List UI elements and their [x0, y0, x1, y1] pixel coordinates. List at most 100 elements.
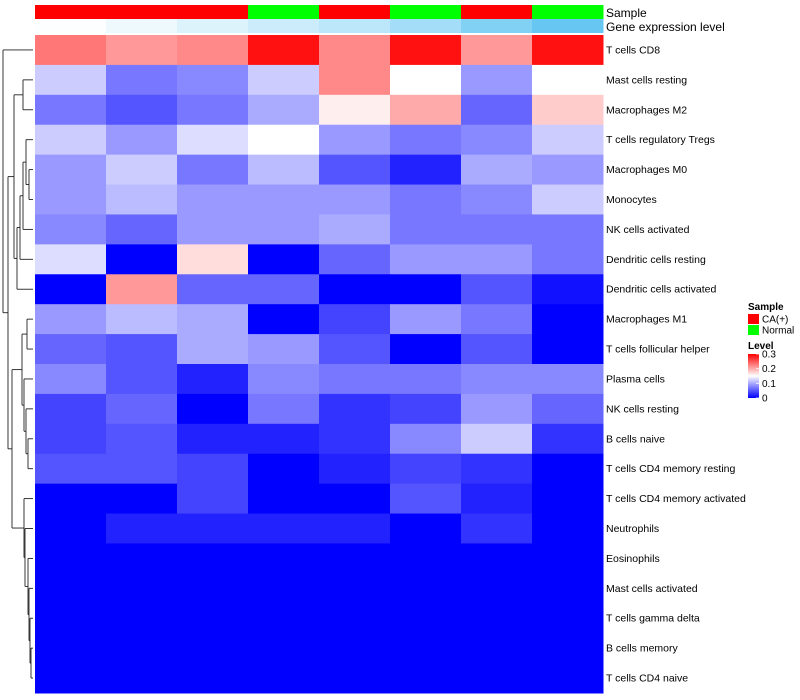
legend-level-label: 0 — [762, 394, 768, 405]
row-label: T cells CD4 memory activated — [606, 493, 746, 505]
row-labels: T cells CD8 Mast cells resting Macrophages… — [606, 44, 746, 684]
heatmap-cell — [390, 453, 462, 485]
heatmap-cell — [35, 364, 107, 395]
row-label: Mast cells activated — [606, 583, 698, 595]
legend-level-ticks: 0.3 0.2 0.1 0 — [756, 350, 776, 405]
heatmap-cell — [248, 274, 320, 305]
heatmap-cell — [390, 64, 462, 96]
heatmap-cell — [248, 453, 320, 485]
heatmap-cell — [106, 513, 178, 544]
heatmap-cell — [35, 483, 107, 515]
legend-sample-entries: CA(+)Normal — [748, 314, 794, 337]
heatmap-cell — [532, 663, 604, 694]
heatmap-cell — [35, 94, 107, 126]
heatmap-cell — [177, 35, 249, 66]
legend-level-title: Level — [748, 341, 774, 352]
heatmap-cell — [319, 423, 391, 455]
heatmap-cell — [177, 274, 249, 305]
heatmap-cell — [532, 154, 604, 186]
sample-annotation-cell — [35, 5, 107, 19]
heatmap-cell — [390, 124, 462, 156]
heatmap-cell — [319, 304, 391, 335]
heatmap-cell — [390, 663, 462, 694]
heatmap-cell — [461, 543, 533, 574]
heatmap-cell — [319, 154, 391, 186]
heatmap-cell — [106, 124, 178, 156]
heatmap-cell — [35, 663, 107, 694]
legend-sample-swatch — [748, 325, 759, 335]
sample-annotation-bar — [35, 5, 604, 19]
row-label: Macrophages M0 — [606, 164, 687, 176]
heatmap-cell — [35, 334, 107, 365]
heatmap-cell — [319, 573, 391, 604]
heatmap-cell — [248, 513, 320, 544]
heatmap-cell — [461, 513, 533, 544]
heatmap-cell — [35, 154, 107, 186]
heatmap-cell — [319, 453, 391, 485]
heatmap-cell — [177, 543, 249, 574]
heatmap-cell — [177, 513, 249, 544]
row-label: T cells regulatory Tregs — [606, 134, 715, 146]
sample-annotation-label: Sample — [606, 6, 647, 20]
row-label: NK cells activated — [606, 224, 690, 236]
row-label: Dendritic cells resting — [606, 254, 706, 266]
heatmap-cell — [390, 423, 462, 455]
heatmap-cell — [390, 184, 462, 215]
sample-annotation-cell — [319, 5, 391, 19]
heatmap-cell — [390, 244, 462, 275]
heatmap-cell — [106, 244, 178, 275]
heatmap-cell — [248, 543, 320, 574]
heatmap-cell — [177, 124, 249, 156]
heatmap-cell — [248, 64, 320, 96]
heatmap-cell — [35, 274, 107, 305]
heatmap-cell — [177, 94, 249, 126]
heatmap-cell — [106, 364, 178, 395]
heatmap-cell — [106, 663, 178, 694]
heatmap-cell — [461, 304, 533, 335]
row-label: T cells follicular helper — [606, 344, 710, 356]
heatmap-cell — [35, 453, 107, 485]
heatmap-cell — [106, 633, 178, 664]
row-label: Mast cells resting — [606, 74, 687, 86]
heatmap-cell — [461, 334, 533, 365]
row-label: Macrophages M2 — [606, 104, 687, 116]
expression-annotation-cell — [319, 19, 391, 33]
heatmap-cell — [35, 124, 107, 156]
heatmap-cell — [177, 393, 249, 425]
heatmap-cell — [461, 274, 533, 305]
heatmap-cell — [461, 364, 533, 395]
heatmap-cell — [35, 573, 107, 604]
heatmap-cell — [177, 453, 249, 485]
legend-level-label: 0.1 — [762, 379, 776, 390]
heatmap-cell — [390, 633, 462, 664]
heatmap-cell — [319, 393, 391, 425]
heatmap-cell — [248, 184, 320, 215]
heatmap-cell — [35, 543, 107, 574]
heatmap-cell — [532, 573, 604, 604]
heatmap-cell — [532, 633, 604, 664]
expression-annotation-cell — [461, 19, 533, 33]
heatmap-cell — [461, 214, 533, 245]
row-label: Dendritic cells activated — [606, 284, 716, 296]
heatmap-cell — [461, 573, 533, 604]
heatmap-cell — [248, 393, 320, 425]
sample-annotation-cell — [177, 5, 249, 19]
heatmap-cell — [532, 513, 604, 544]
heatmap-cell — [319, 334, 391, 365]
heatmap-cell — [532, 184, 604, 215]
heatmap-cell — [532, 35, 604, 66]
heatmap-cell — [390, 154, 462, 186]
heatmap-cell — [390, 573, 462, 604]
heatmap-cell — [106, 94, 178, 126]
heatmap-cell — [248, 483, 320, 515]
row-label: NK cells resting — [606, 403, 679, 415]
legend-sample-title: Sample — [748, 302, 784, 313]
heatmap-cell — [461, 64, 533, 96]
sample-annotation-cell — [248, 5, 320, 19]
heatmap-cell — [248, 633, 320, 664]
heatmap-cell — [248, 124, 320, 156]
heatmap-cell — [319, 124, 391, 156]
heatmap-cell — [319, 633, 391, 664]
heatmap-cell — [532, 483, 604, 515]
